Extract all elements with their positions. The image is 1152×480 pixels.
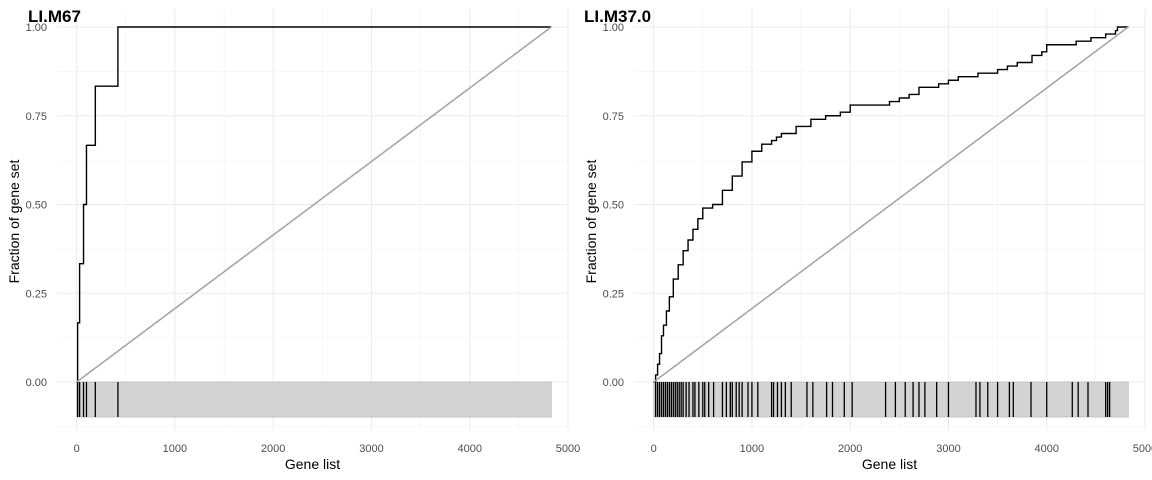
chart-panel-2: 0.00 0.25 0.50 0.75 1.00 0 1000 2000 3000 4000 500… (583, 7, 1152, 472)
barcode-band (653, 381, 1129, 418)
x-tick-label: 3000 (936, 443, 960, 455)
y-tick-label: 0.50 (26, 200, 47, 212)
enrichment-line (653, 26, 1129, 383)
diagonal-line (653, 26, 1129, 383)
y-tick-label: 1.00 (603, 22, 624, 34)
x-tick-label: 0 (651, 443, 657, 455)
barcode-band (76, 381, 552, 418)
y-tick-label: 0.00 (603, 377, 624, 389)
y-tick-label: 1.00 (26, 22, 47, 34)
y-tick-label: 0.75 (26, 111, 47, 123)
x-tick-label: 1000 (740, 443, 764, 455)
y-tick-label: 0.75 (603, 111, 624, 123)
x-tick-label: 3000 (359, 443, 383, 455)
y-tick-label: 0.50 (603, 200, 624, 212)
y-tick-label: 0.00 (26, 377, 47, 389)
y-axis-title: Fraction of gene set (583, 160, 599, 284)
chart-panel-1: 0.00 0.25 0.50 0.75 1.00 0 1000 2000 3000 4000 500… (6, 7, 580, 472)
x-tick-label: 5000 (1133, 443, 1152, 455)
panel-title: LI.M37.0 (584, 7, 651, 26)
x-axis-title: Gene list (862, 456, 917, 472)
diagonal-line (76, 26, 552, 383)
enrichment-line (76, 26, 552, 383)
x-tick-label: 2000 (838, 443, 862, 455)
x-tick-label: 1000 (163, 443, 187, 455)
x-tick-label: 2000 (261, 443, 285, 455)
x-axis-title: Gene list (285, 456, 340, 472)
x-tick-label: 0 (74, 443, 80, 455)
y-tick-label: 0.25 (26, 288, 47, 300)
x-tick-label: 5000 (556, 443, 580, 455)
x-tick-label: 4000 (457, 443, 481, 455)
y-axis-title: Fraction of gene set (6, 160, 22, 284)
x-tick-label: 4000 (1034, 443, 1058, 455)
panel-title: LI.M67 (28, 7, 81, 26)
y-tick-label: 0.25 (603, 288, 624, 300)
